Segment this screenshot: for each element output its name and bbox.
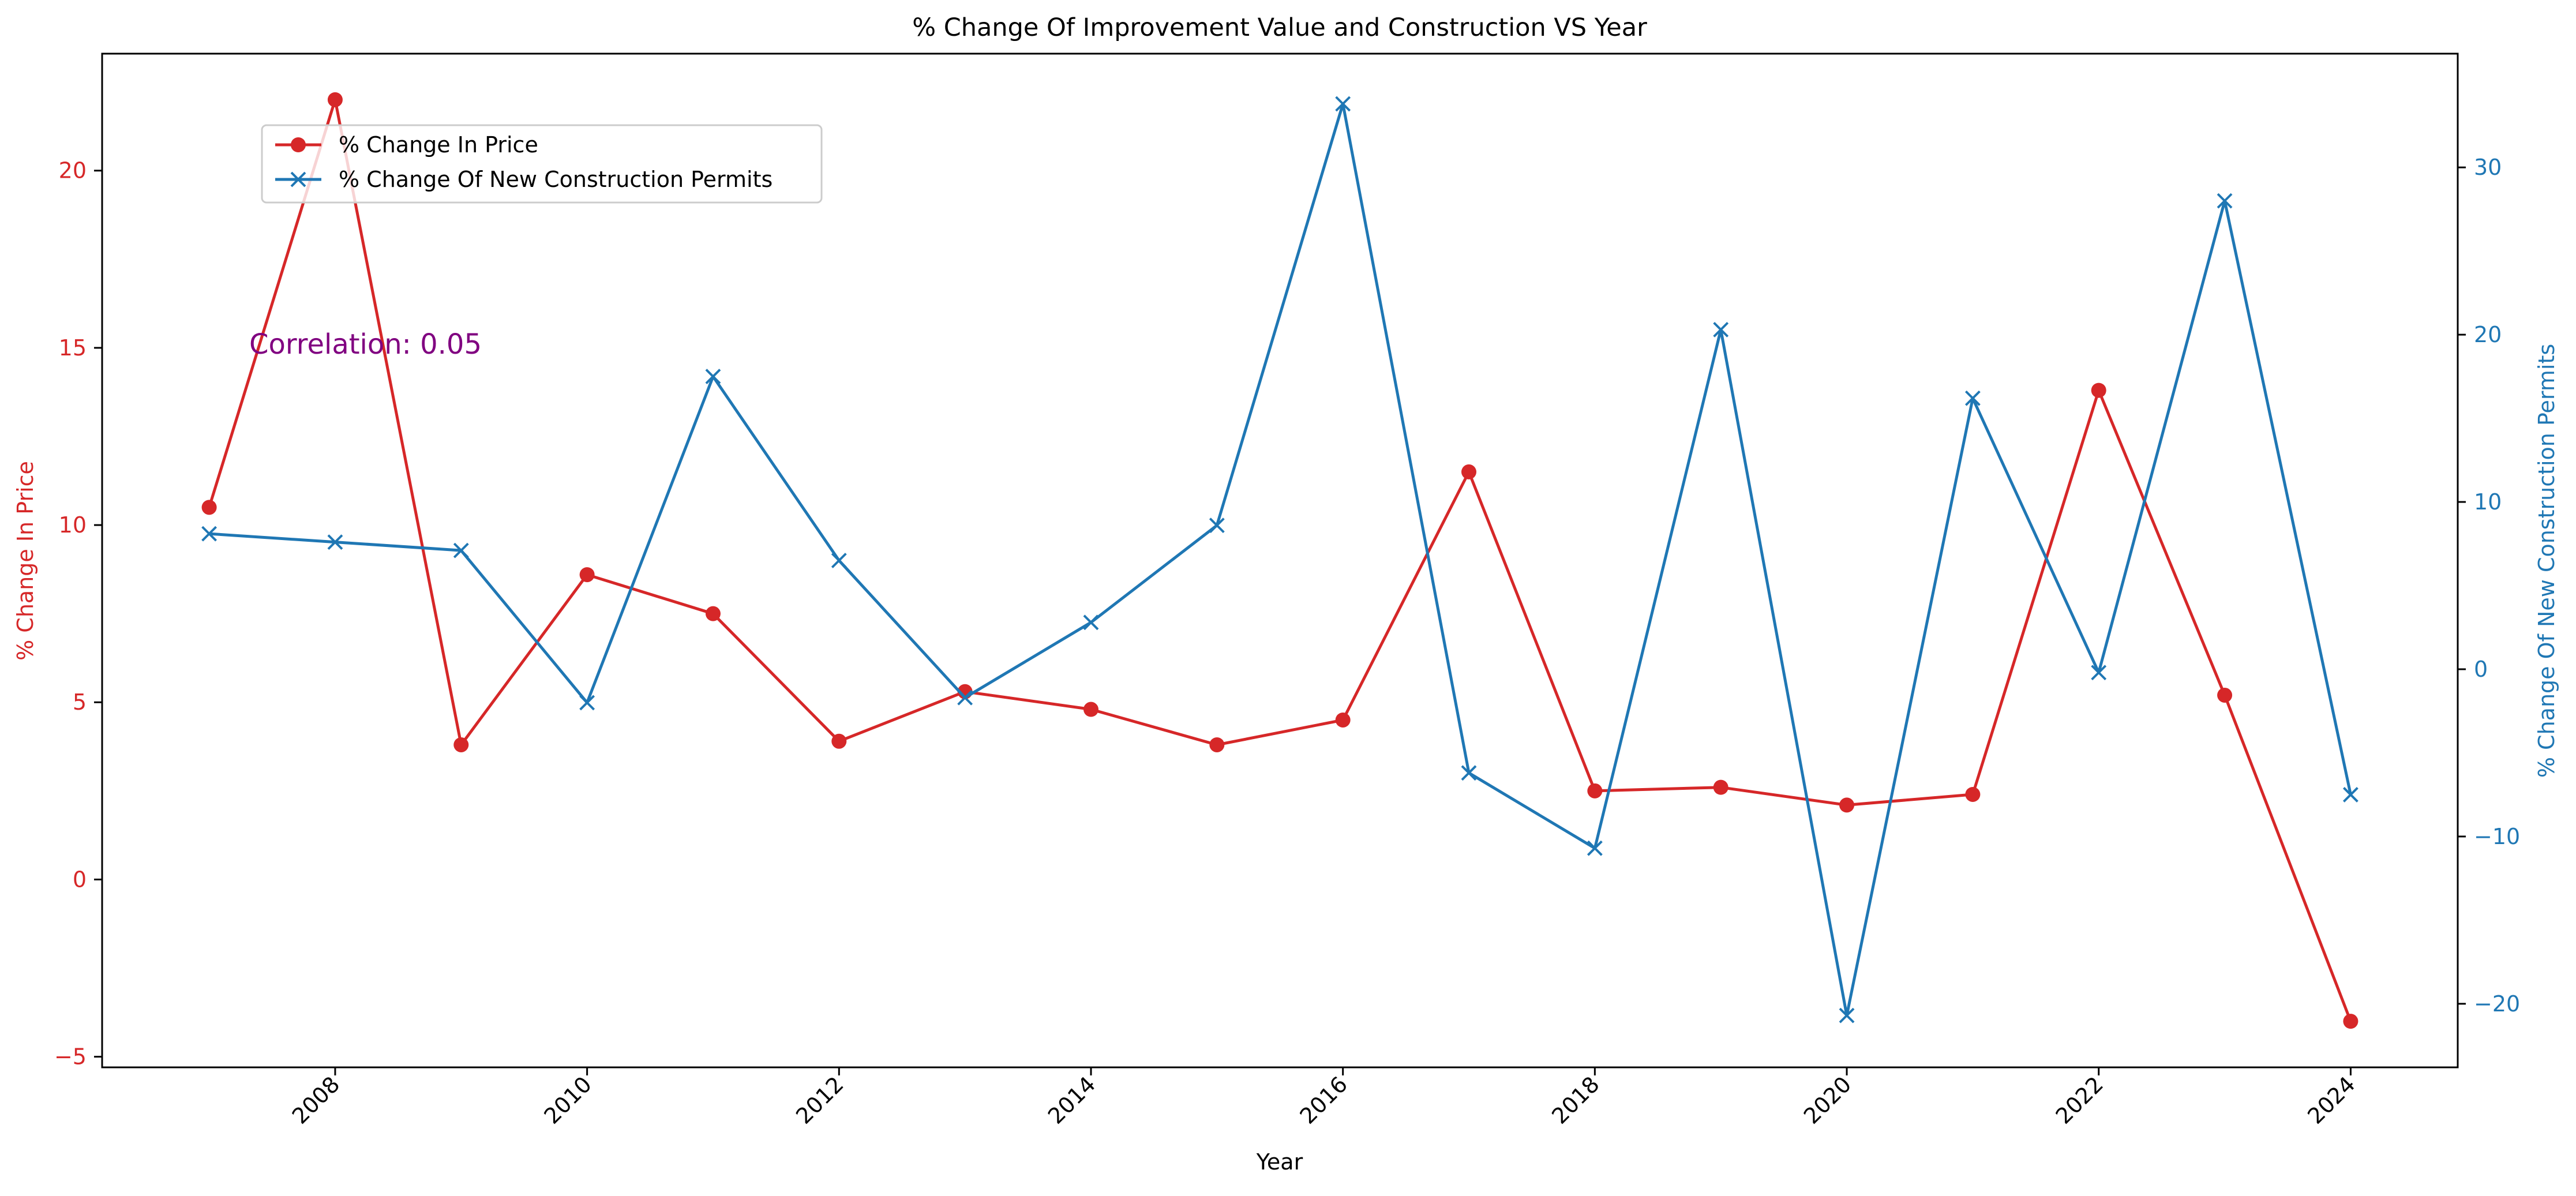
- x-axis-label: Year: [1256, 1149, 1303, 1175]
- y-left-tick-label: 15: [59, 335, 87, 361]
- legend-marker-price: [291, 137, 306, 152]
- y-left-tick-label: 10: [59, 512, 87, 538]
- permits-point: [327, 534, 343, 550]
- y-right-tick-label: −10: [2474, 824, 2520, 849]
- price-point: [2343, 1014, 2358, 1029]
- plot-frame: [101, 53, 2459, 1068]
- y-left-tick-label: 0: [73, 867, 87, 892]
- price-point: [327, 92, 343, 107]
- price-point: [705, 606, 721, 621]
- permits-point: [201, 526, 218, 542]
- permits-point: [705, 369, 721, 384]
- permits-point: [2091, 665, 2107, 681]
- correlation-annotation: Correlation: 0.05: [249, 328, 482, 361]
- x-tick-label: 2010: [539, 1071, 597, 1129]
- y-right-tick-label: 30: [2474, 155, 2502, 180]
- permits-line: [209, 102, 2352, 1017]
- x-tick-label: 2020: [1799, 1071, 1857, 1129]
- y-axis-label-left: % Change In Price: [13, 461, 38, 661]
- permits-point: [453, 542, 469, 558]
- x-tick-label: 2012: [791, 1071, 849, 1129]
- legend-label-permits: % Change Of New Construction Permits: [339, 167, 773, 192]
- y-right-tick-label: −20: [2474, 991, 2520, 1017]
- price-point: [1839, 797, 1855, 813]
- price-point: [2217, 687, 2233, 703]
- permits-point: [1587, 840, 1603, 856]
- permits-point: [1964, 390, 1981, 406]
- permits-point: [2342, 786, 2358, 803]
- price-point: [831, 733, 847, 749]
- permits-point: [2217, 193, 2233, 209]
- permits-point: [1461, 765, 1477, 781]
- permits-point: [1713, 321, 1729, 338]
- price-point: [1461, 464, 1477, 479]
- legend-label-price: % Change In Price: [339, 132, 538, 158]
- y-right-tick-label: 10: [2474, 489, 2502, 515]
- permits-point: [831, 553, 847, 568]
- x-tick-label: 2014: [1043, 1071, 1101, 1129]
- y-axis-label-right: % Change Of New Construction Permits: [2534, 344, 2559, 778]
- price-point: [579, 567, 595, 583]
- y-left-tick-label: 20: [59, 158, 87, 183]
- price-point: [1713, 779, 1728, 795]
- legend-marker-permits: [290, 171, 306, 188]
- x-tick-label: 2022: [2051, 1071, 2109, 1129]
- x-tick-label: 2018: [1547, 1071, 1604, 1129]
- permits-point: [957, 689, 973, 706]
- price-point: [1209, 737, 1225, 752]
- permits-point: [579, 695, 595, 711]
- x-tick-label: 2024: [2303, 1071, 2360, 1129]
- price-point: [1587, 783, 1603, 798]
- chart-title: % Change Of Improvement Value and Constr…: [912, 13, 1647, 42]
- price-point: [2091, 383, 2106, 398]
- legend-box: [261, 124, 823, 204]
- y-left-tick-label: 5: [73, 689, 87, 715]
- permits-point: [1839, 1007, 1855, 1023]
- y-left-tick-label: −5: [54, 1044, 87, 1070]
- price-point: [1965, 786, 1981, 802]
- x-tick-label: 2008: [287, 1071, 345, 1129]
- price-point: [453, 737, 469, 752]
- permits-point: [1335, 96, 1351, 112]
- permits-point: [1209, 518, 1225, 534]
- y-right-tick-label: 0: [2474, 657, 2488, 682]
- legend: % Change In Price % Change Of New Constr…: [261, 124, 823, 204]
- price-line: [208, 98, 2352, 1022]
- y-right-tick-label: 20: [2474, 322, 2502, 347]
- permits-point: [1083, 614, 1099, 631]
- x-tick-label: 2016: [1295, 1071, 1353, 1129]
- price-point: [1335, 712, 1351, 728]
- price-point: [201, 500, 217, 515]
- price-point: [1083, 702, 1098, 717]
